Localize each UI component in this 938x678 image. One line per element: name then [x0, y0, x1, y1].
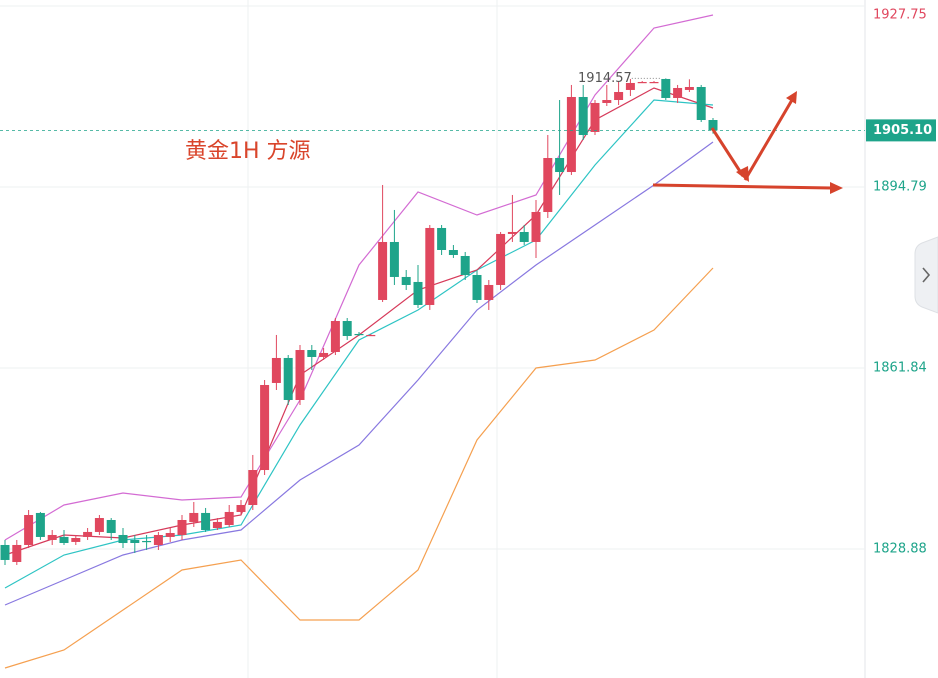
- candle-body: [83, 531, 93, 537]
- y-tick-label: 1861.84: [873, 360, 927, 375]
- y-tick-label: 1828.88: [873, 541, 927, 556]
- candle-body: [413, 281, 423, 305]
- y-tick-label: 1894.79: [873, 180, 927, 195]
- chart-title: 黄金1H 方源: [185, 139, 311, 164]
- candle-body: [649, 81, 659, 84]
- candle-body: [378, 241, 388, 300]
- candle-body: [59, 536, 69, 544]
- arrow-line: [652, 183, 833, 190]
- candle-body: [496, 233, 506, 285]
- candle-body: [94, 518, 104, 532]
- candle-body: [448, 250, 458, 255]
- last-price-label: 1905.10: [873, 123, 932, 138]
- candle-body: [342, 321, 352, 337]
- indicator-line: [4, 14, 714, 541]
- candle-body: [71, 538, 81, 542]
- candle-body: [201, 512, 211, 530]
- candle-body: [224, 511, 234, 525]
- candle-body: [366, 334, 376, 337]
- y-tick-label: 1927.75: [873, 8, 927, 23]
- candle-body: [472, 274, 482, 300]
- candle-body: [142, 540, 152, 543]
- candle-body: [177, 519, 187, 535]
- candle-body: [460, 255, 470, 275]
- candle-body: [531, 211, 541, 242]
- candle-body: [566, 96, 576, 173]
- candle-body: [437, 227, 447, 251]
- arrow-head: [786, 91, 797, 104]
- candle-body: [319, 352, 329, 357]
- candle-body: [189, 512, 199, 522]
- candle-body: [236, 504, 246, 512]
- candle-body: [354, 333, 364, 336]
- candle-body: [578, 96, 588, 135]
- arrow-head: [830, 182, 843, 194]
- candle-body: [696, 86, 706, 121]
- candle-body: [248, 470, 258, 505]
- candle-body: [507, 231, 517, 234]
- candle-body: [590, 102, 600, 132]
- candle-body: [684, 86, 694, 90]
- candle-body: [118, 534, 128, 544]
- candle-body: [602, 100, 612, 103]
- candle-body: [271, 357, 281, 383]
- arrow-line: [743, 99, 794, 181]
- candle-body: [35, 512, 45, 537]
- candle-body: [401, 276, 411, 285]
- candle-body: [165, 533, 175, 537]
- candle-body: [661, 78, 671, 98]
- candle-body: [24, 514, 34, 545]
- candle-body: [330, 321, 340, 352]
- candle-body: [637, 81, 647, 84]
- forecast-arrows: [652, 91, 843, 194]
- last-price-box: [866, 119, 936, 142]
- chevron-icon[interactable]: [922, 267, 931, 283]
- candle-body: [425, 227, 435, 305]
- candle-body: [295, 350, 305, 400]
- candle-body: [543, 158, 553, 212]
- candle-body: [12, 544, 22, 563]
- collapse-button[interactable]: [914, 236, 938, 314]
- candle-body: [212, 521, 222, 529]
- candle-body: [283, 357, 293, 400]
- plot: 1927.75 1894.79 1861.84 1828.88 1914.57 1905.…: [0, 5, 936, 669]
- collapse-tab[interactable]: [914, 236, 938, 314]
- indicator-line: [4, 267, 714, 669]
- candle-body: [389, 241, 399, 277]
- candle-body: [260, 384, 270, 471]
- candle-body: [0, 544, 10, 560]
- candle-body: [130, 539, 140, 544]
- candle-body: [519, 231, 529, 242]
- arrow-line: [710, 127, 745, 177]
- candle-body: [484, 284, 494, 300]
- candle-body: [614, 91, 624, 101]
- candle-body: [555, 158, 565, 173]
- candle-body: [106, 519, 116, 534]
- candle-body: [673, 87, 683, 98]
- high-label: 1914.57: [578, 71, 632, 86]
- candle-body: [708, 120, 718, 131]
- candle-body: [307, 350, 317, 357]
- candle-body: [153, 534, 163, 545]
- candle-body: [625, 82, 635, 90]
- indicator-line: [4, 141, 714, 606]
- candle-body: [47, 534, 57, 540]
